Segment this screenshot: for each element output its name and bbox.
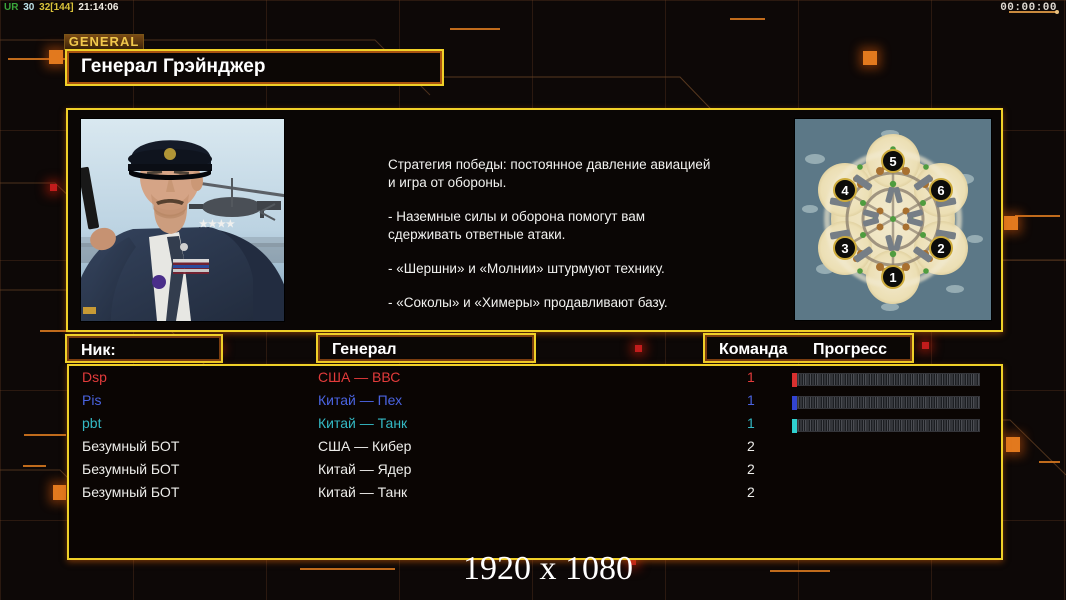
svg-text:2: 2 — [937, 241, 944, 256]
svg-text:1: 1 — [889, 270, 896, 285]
svg-text:4: 4 — [841, 183, 849, 198]
svg-text:6: 6 — [937, 183, 944, 198]
svg-text:★★★★: ★★★★ — [199, 219, 235, 230]
svg-text:3: 3 — [841, 241, 848, 256]
svg-text:5: 5 — [889, 154, 896, 169]
